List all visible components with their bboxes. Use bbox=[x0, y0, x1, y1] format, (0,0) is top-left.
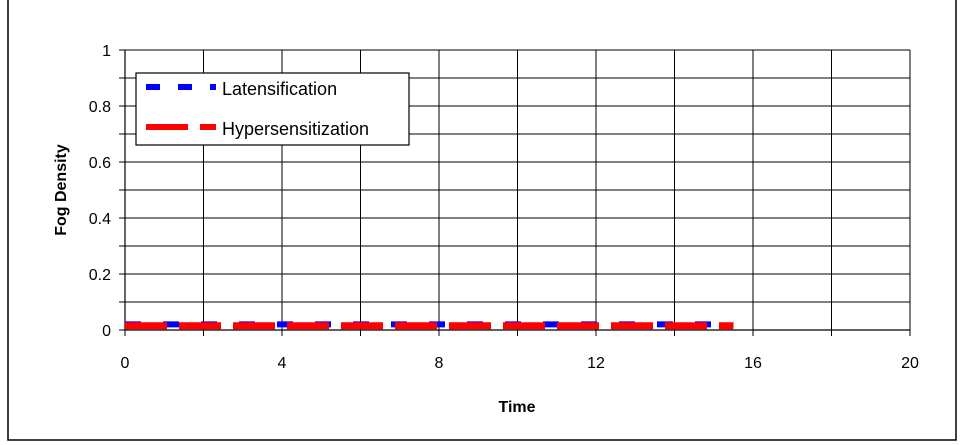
series-group bbox=[125, 321, 734, 330]
x-tick-label: 12 bbox=[587, 355, 605, 372]
y-tick-label: 1 bbox=[102, 43, 111, 60]
x-tick-label: 20 bbox=[901, 355, 919, 372]
x-tick-label: 8 bbox=[435, 355, 444, 372]
x-axis-title: Time bbox=[498, 399, 535, 416]
x-tick-label: 16 bbox=[744, 355, 762, 372]
grid-lines bbox=[125, 49, 911, 330]
legend-label-hypersensitization: Hypersensitization bbox=[222, 119, 369, 139]
y-tick-label: 0.2 bbox=[89, 267, 111, 284]
x-tick-label: 4 bbox=[278, 355, 287, 372]
axes bbox=[119, 49, 911, 336]
y-tick-label: 0.8 bbox=[89, 99, 111, 116]
x-tick-label: 0 bbox=[121, 355, 130, 372]
y-axis-title: Fog Density bbox=[53, 144, 70, 236]
y-tick-label: 0.6 bbox=[89, 155, 111, 172]
y-tick-label: 0 bbox=[102, 323, 111, 340]
tick-labels: 0 0.2 0.4 0.6 0.8 1 0 4 8 12 16 20 bbox=[89, 43, 919, 372]
legend: Latensification Hypersensitization bbox=[135, 72, 410, 146]
y-tick-label: 0.4 bbox=[89, 211, 111, 228]
legend-label-latensification: Latensification bbox=[222, 79, 337, 99]
